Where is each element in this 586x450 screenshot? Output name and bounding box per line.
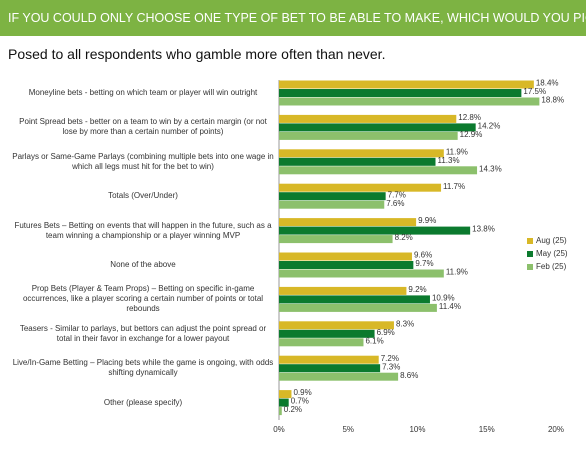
value-label: 0.7% xyxy=(291,397,309,406)
category-label: None of the above xyxy=(110,260,176,269)
bar xyxy=(279,89,522,97)
x-tick-label: 15% xyxy=(479,425,495,434)
bar xyxy=(279,123,476,132)
category-label: Other (please specify) xyxy=(103,397,183,407)
value-label: 9.7% xyxy=(415,259,433,268)
value-label: 7.6% xyxy=(386,199,404,208)
bar xyxy=(279,321,394,330)
bar xyxy=(279,269,444,278)
category-label: Point Spread bets - better on a team to … xyxy=(19,117,267,137)
bar xyxy=(279,355,379,364)
bar xyxy=(279,157,436,166)
value-label: 8.6% xyxy=(400,371,418,380)
category-label: Futures Bets – Betting on events that wi… xyxy=(14,220,272,240)
value-label: 6.9% xyxy=(377,328,395,337)
bar xyxy=(279,286,407,295)
value-label: 12.9% xyxy=(460,130,483,139)
value-label: 11.7% xyxy=(443,182,465,191)
value-label: 8.3% xyxy=(396,319,414,328)
bar xyxy=(279,114,457,123)
bar xyxy=(279,218,417,227)
value-label: 11.3% xyxy=(438,156,460,165)
chart-subtitle: Posed to all respondents who gamble more… xyxy=(8,46,386,62)
legend-label: Feb (25) xyxy=(536,262,567,271)
bar xyxy=(279,183,442,192)
bar xyxy=(279,372,399,381)
bar xyxy=(279,192,386,201)
value-label: 13.8% xyxy=(472,225,495,234)
bar xyxy=(279,261,414,269)
value-label: 10.9% xyxy=(432,294,455,303)
value-label: 9.9% xyxy=(418,216,436,225)
bar xyxy=(279,390,292,399)
bar xyxy=(279,80,534,89)
value-label: 14.3% xyxy=(479,164,502,173)
bar xyxy=(279,398,289,407)
legend-label: May (25) xyxy=(536,249,568,258)
bar xyxy=(279,303,437,312)
legend-label: Aug (25) xyxy=(536,236,567,245)
chart-title: IF YOU COULD ONLY CHOOSE ONE TYPE OF BET… xyxy=(0,0,586,36)
category-label: Moneyline bets - betting on which team o… xyxy=(28,88,258,97)
bar xyxy=(279,149,444,158)
value-label: 6.1% xyxy=(365,336,383,345)
bar xyxy=(279,235,393,244)
legend-swatch xyxy=(527,238,533,244)
bar xyxy=(279,97,540,106)
category-label: Prop Bets (Player & Team Props) – Bettin… xyxy=(22,284,264,314)
x-tick-label: 0% xyxy=(273,425,285,434)
value-label: 0.2% xyxy=(284,405,302,414)
value-label: 11.9% xyxy=(446,268,468,277)
value-label: 18.8% xyxy=(541,96,564,105)
bar xyxy=(279,407,282,416)
bar xyxy=(279,295,430,304)
value-label: 14.2% xyxy=(478,122,501,131)
bar xyxy=(279,166,478,175)
value-label: 9.6% xyxy=(414,251,432,260)
value-label: 7.2% xyxy=(381,354,399,363)
x-tick-label: 10% xyxy=(409,425,425,434)
legend-swatch xyxy=(527,264,533,270)
x-tick-label: 5% xyxy=(342,425,354,434)
value-label: 8.2% xyxy=(395,233,413,242)
category-label: Live/In-Game Betting – Placing bets whil… xyxy=(12,358,274,378)
value-label: 11.9% xyxy=(446,147,468,156)
category-label: Teasers - Similar to parlays, but bettor… xyxy=(19,323,267,343)
category-label: Parlays or Same-Game Parlays (combining … xyxy=(12,151,274,171)
value-label: 17.5% xyxy=(523,87,546,96)
legend-swatch xyxy=(527,251,533,257)
bar xyxy=(279,200,385,209)
value-label: 7.3% xyxy=(382,362,400,371)
value-label: 18.4% xyxy=(536,79,559,88)
x-tick-label: 20% xyxy=(548,425,564,434)
category-label: Totals (Over/Under) xyxy=(108,191,178,201)
bar xyxy=(279,131,458,140)
value-label: 9.2% xyxy=(408,285,426,294)
value-label: 12.8% xyxy=(458,113,481,122)
bar xyxy=(279,338,364,347)
value-label: 0.9% xyxy=(293,388,311,397)
bar xyxy=(279,226,471,235)
bar xyxy=(279,252,412,261)
bar xyxy=(279,364,381,373)
bar xyxy=(279,329,375,338)
value-label: 7.7% xyxy=(388,190,406,199)
value-label: 11.4% xyxy=(439,302,461,311)
